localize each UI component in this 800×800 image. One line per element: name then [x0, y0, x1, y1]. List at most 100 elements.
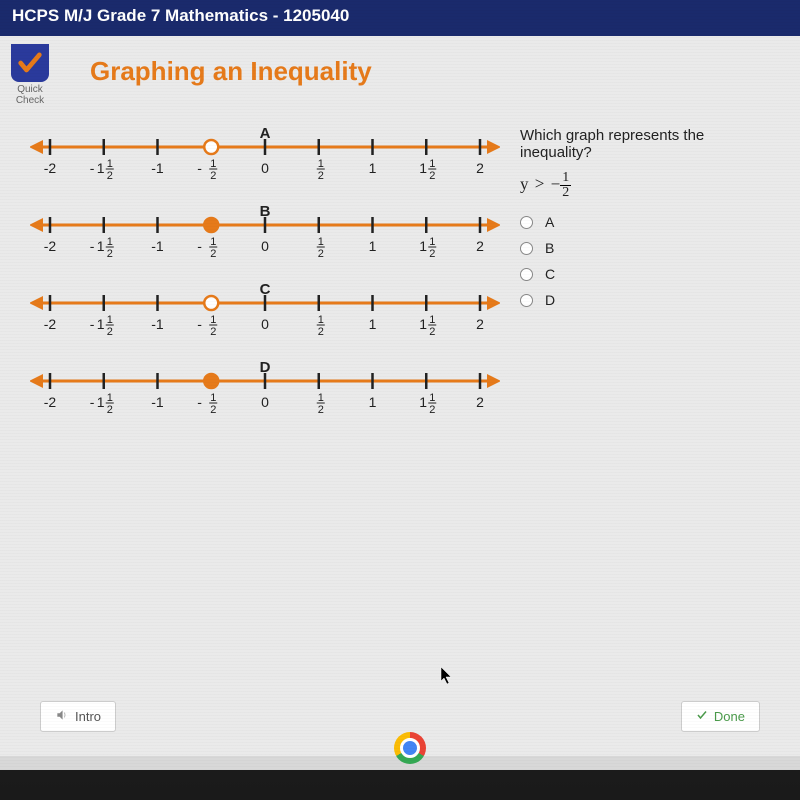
- svg-text:-: -: [197, 316, 202, 332]
- svg-text:2: 2: [318, 404, 324, 416]
- svg-text:2: 2: [107, 248, 113, 260]
- radio-icon: [520, 242, 533, 255]
- svg-text:0: 0: [261, 238, 269, 254]
- svg-text:-2: -2: [44, 394, 57, 410]
- svg-text:-: -: [90, 316, 95, 332]
- svg-text:-2: -2: [44, 160, 57, 176]
- svg-text:1: 1: [369, 238, 377, 254]
- intro-button-label: Intro: [75, 709, 101, 724]
- svg-text:1: 1: [419, 160, 427, 176]
- svg-text:1: 1: [210, 392, 216, 404]
- number-line-a: A-2-112-1-1201211122: [30, 127, 500, 197]
- svg-text:1: 1: [318, 314, 324, 326]
- checkmark-icon: [11, 44, 49, 82]
- svg-text:2: 2: [210, 326, 216, 338]
- svg-text:1: 1: [429, 392, 435, 404]
- main-row: A-2-112-1-1201211122B-2-112-1-1201211122…: [30, 127, 770, 439]
- number-line-label: B: [260, 203, 271, 220]
- quick-check-badge[interactable]: QuickCheck: [8, 44, 52, 106]
- speaker-icon: [55, 708, 69, 725]
- number-line-label: A: [260, 125, 271, 142]
- svg-text:2: 2: [210, 404, 216, 416]
- svg-text:-1: -1: [151, 316, 164, 332]
- svg-text:2: 2: [318, 326, 324, 338]
- svg-text:2: 2: [476, 160, 484, 176]
- footer-buttons: Intro Done: [40, 701, 760, 732]
- page-title: Graphing an Inequality: [90, 56, 770, 87]
- screen: HCPS M/J Grade 7 Mathematics - 1205040 Q…: [0, 0, 800, 770]
- svg-text:-: -: [197, 238, 202, 254]
- svg-text:2: 2: [107, 170, 113, 182]
- number-line-b: B-2-112-1-1201211122: [30, 205, 500, 275]
- mouse-cursor-icon: [440, 666, 454, 686]
- svg-text:2: 2: [429, 326, 435, 338]
- number-line-label: C: [260, 281, 271, 298]
- option-label: B: [545, 240, 554, 256]
- svg-text:2: 2: [429, 170, 435, 182]
- svg-text:2: 2: [429, 404, 435, 416]
- course-topbar: HCPS M/J Grade 7 Mathematics - 1205040: [0, 0, 800, 36]
- quick-check-label: QuickCheck: [8, 84, 52, 106]
- svg-text:1: 1: [210, 158, 216, 170]
- svg-text:1: 1: [210, 314, 216, 326]
- chrome-icon[interactable]: [394, 732, 426, 764]
- svg-text:2: 2: [210, 170, 216, 182]
- svg-text:2: 2: [476, 238, 484, 254]
- radio-icon: [520, 216, 533, 229]
- svg-text:-2: -2: [44, 316, 57, 332]
- svg-text:2: 2: [476, 316, 484, 332]
- svg-text:1: 1: [429, 314, 435, 326]
- course-title: HCPS M/J Grade 7 Mathematics - 1205040: [12, 6, 788, 26]
- svg-text:-: -: [90, 238, 95, 254]
- svg-text:2: 2: [318, 170, 324, 182]
- done-button[interactable]: Done: [681, 701, 760, 732]
- svg-text:1: 1: [369, 316, 377, 332]
- svg-text:-: -: [90, 394, 95, 410]
- svg-text:0: 0: [261, 160, 269, 176]
- svg-text:2: 2: [107, 404, 113, 416]
- svg-text:1: 1: [97, 316, 105, 332]
- radio-icon: [520, 294, 533, 307]
- option-label: C: [545, 266, 555, 282]
- svg-text:1: 1: [429, 158, 435, 170]
- answer-option-a[interactable]: A: [520, 214, 770, 230]
- svg-text:2: 2: [107, 326, 113, 338]
- answer-option-b[interactable]: B: [520, 240, 770, 256]
- svg-text:-1: -1: [151, 238, 164, 254]
- svg-text:2: 2: [429, 248, 435, 260]
- svg-text:-: -: [90, 160, 95, 176]
- svg-text:0: 0: [261, 316, 269, 332]
- answer-option-c[interactable]: C: [520, 266, 770, 282]
- answer-options: ABCD: [520, 214, 770, 308]
- answer-option-d[interactable]: D: [520, 292, 770, 308]
- svg-text:1: 1: [318, 392, 324, 404]
- svg-text:2: 2: [318, 248, 324, 260]
- svg-text:-1: -1: [151, 394, 164, 410]
- svg-text:1: 1: [210, 236, 216, 248]
- number-line-d: D-2-112-1-1201211122: [30, 361, 500, 431]
- svg-text:1: 1: [318, 236, 324, 248]
- svg-text:1: 1: [107, 392, 113, 404]
- svg-text:-: -: [197, 160, 202, 176]
- question-prompt: Which graph represents the inequality?: [520, 127, 770, 161]
- svg-text:1: 1: [97, 394, 105, 410]
- svg-text:1: 1: [419, 316, 427, 332]
- svg-text:1: 1: [419, 394, 427, 410]
- svg-text:1: 1: [419, 238, 427, 254]
- svg-text:1: 1: [318, 158, 324, 170]
- svg-text:-: -: [197, 394, 202, 410]
- svg-text:1: 1: [107, 236, 113, 248]
- intro-button[interactable]: Intro: [40, 701, 116, 732]
- svg-text:1: 1: [97, 160, 105, 176]
- svg-text:1: 1: [107, 314, 113, 326]
- check-icon: [696, 709, 708, 724]
- svg-text:1: 1: [97, 238, 105, 254]
- svg-text:1: 1: [369, 394, 377, 410]
- svg-text:0: 0: [261, 394, 269, 410]
- radio-icon: [520, 268, 533, 281]
- svg-text:-2: -2: [44, 238, 57, 254]
- content-area: QuickCheck Graphing an Inequality A-2-11…: [0, 36, 800, 756]
- svg-text:1: 1: [429, 236, 435, 248]
- option-label: A: [545, 214, 554, 230]
- svg-text:1: 1: [107, 158, 113, 170]
